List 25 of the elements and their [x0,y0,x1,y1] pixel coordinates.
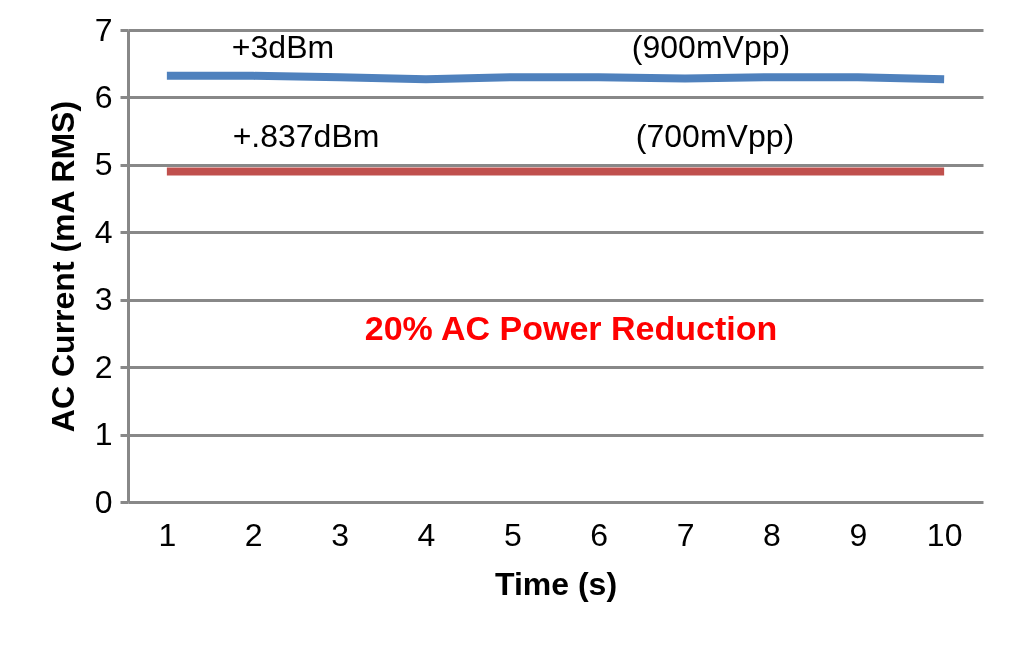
y-tick-label: 2 [94,348,113,385]
y-tick-label: 5 [94,146,113,183]
y-tick-label: 7 [94,11,113,48]
y-tick-label: 0 [94,483,113,520]
y-axis-title: AC Current (mA RMS) [44,100,81,433]
x-axis-title: Time (s) [494,565,618,602]
y-tick-label: 3 [94,281,113,318]
x-tick-label: 9 [849,516,868,553]
x-tick-label: 8 [763,516,781,553]
annotation: (900mVpp) [631,29,791,65]
x-tick-label: 7 [676,516,695,553]
annotation: 20% AC Power Reduction [364,309,778,347]
annotation: +3dBm [231,29,335,65]
annotation: (700mVpp) [635,118,795,154]
x-tick-label: 6 [590,516,609,553]
y-tick-label: 1 [94,416,113,453]
x-tick-label: 4 [417,516,436,553]
annotation: +.837dBm [232,118,380,154]
y-tick-label: 4 [94,213,113,250]
x-tick-label: 3 [331,516,349,553]
x-tick-label: 2 [244,516,263,553]
x-tick-label: 10 [926,516,963,553]
x-tick-label: 5 [503,516,522,553]
x-tick-label: 1 [158,516,177,553]
y-tick-label: 6 [94,78,113,115]
